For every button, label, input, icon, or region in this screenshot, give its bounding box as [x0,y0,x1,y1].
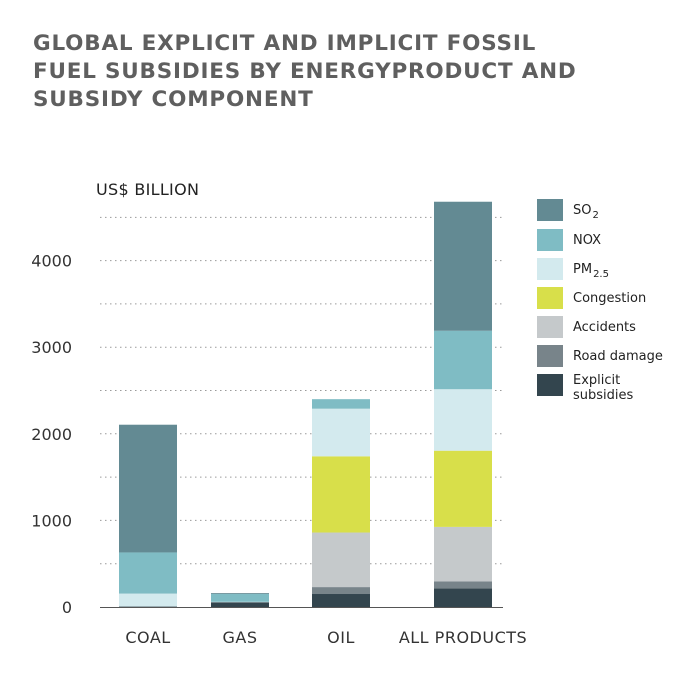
legend-label: Accidents [573,320,636,335]
legend-item: PM2.5 [537,258,683,282]
bar-segment [119,424,177,553]
chart-title: GLOBAL EXPLICIT AND IMPLICIT FOSSIL FUEL… [33,30,633,114]
legend-label-subscript: 2.5 [593,268,609,280]
legend-label: NOX [573,233,602,248]
x-tick-label: GAS [223,628,258,647]
bar-segment [312,532,370,588]
legend-label-subscript: 2 [592,209,599,221]
chart-title-line: FUEL SUBSIDIES BY ENERGYPRODUCT AND [33,59,577,84]
bar-segment [434,389,492,451]
legend-swatch [537,199,563,221]
legend-label: SO2 [573,203,599,221]
legend-label: Explicit subsidies [573,373,634,403]
legend-label: Road damage [573,349,663,364]
legend-item: Explicit subsidies [537,373,653,403]
bar-segment [211,602,269,607]
x-tick-label: COAL [125,628,170,647]
bar-segment [312,594,370,607]
y-tick-label: 1000 [31,511,72,530]
bar-segment [434,588,492,607]
bar-segment [434,581,492,589]
bar-segment [211,594,269,602]
y-tick-label: 3000 [31,338,72,357]
bar-segment [434,526,492,582]
bar-segment [434,450,492,527]
x-tick-label: OIL [327,628,355,647]
legend-label: Congestion [573,291,647,306]
legend-item: Road damage [537,345,683,367]
bar-segment [434,330,492,390]
bar-segment [119,593,177,607]
x-tick-label: ALL PRODUCTS [399,628,527,647]
legend-item: Accidents [537,316,683,338]
legend-swatch [537,258,563,280]
chart-title-line: GLOBAL EXPLICIT AND IMPLICIT FOSSIL [33,31,537,56]
bar-segment [312,399,370,409]
bar-segment [312,456,370,533]
legend-swatch [537,229,563,251]
y-tick-label: 4000 [31,252,72,271]
bar-segment [434,201,492,331]
y-axis-label: US$ BILLION [96,180,200,199]
legend-swatch [537,374,563,396]
legend-swatch [537,345,563,367]
legend-item: NOX [537,229,683,251]
y-tick-label: 2000 [31,425,72,444]
bar-segment [119,552,177,594]
y-tick-label: 0 [62,598,72,617]
bar-segment [312,408,370,457]
legend-swatch [537,316,563,338]
legend-item: SO2 [537,199,683,223]
legend-swatch [537,287,563,309]
chart-title-line: SUBSIDY COMPONENT [33,87,314,112]
bar-segment [211,593,269,595]
legend-item: Congestion [537,287,683,309]
legend-label: PM2.5 [573,262,609,280]
bar-segment [312,587,370,595]
